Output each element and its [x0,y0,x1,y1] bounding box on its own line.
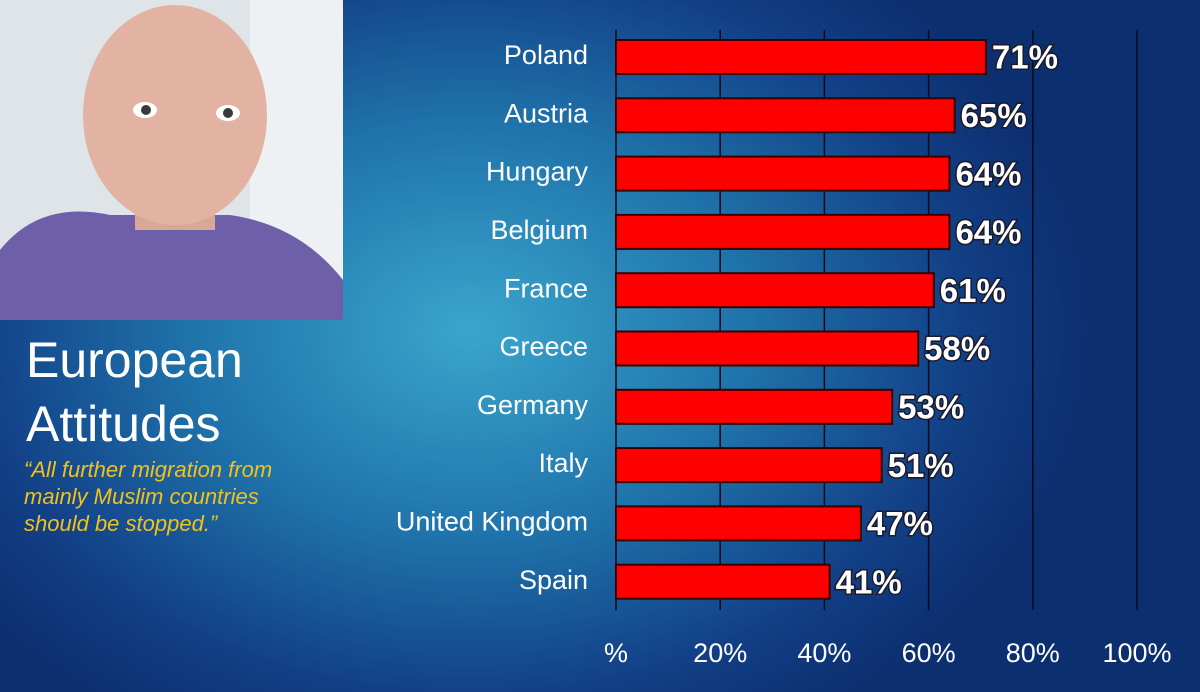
x-tick-label: % [604,638,628,668]
bar [615,447,883,484]
value-label: 51% [888,447,954,484]
bar [615,213,951,250]
value-label: 61% [940,272,1006,309]
bar [615,563,831,600]
category-label: Greece [499,332,588,362]
bar [615,388,894,425]
x-tick-label: 80% [1006,638,1060,668]
category-label: Italy [538,448,588,478]
x-tick-label: 20% [693,638,747,668]
value-label: 41% [836,563,902,600]
bar [615,272,935,309]
value-label: 53% [898,389,964,426]
category-label: Hungary [486,157,589,187]
bar [615,155,951,192]
value-label: 58% [924,330,990,367]
category-label: Germany [477,390,589,420]
value-label: 47% [867,505,933,542]
bar [615,97,956,134]
x-tick-label: 100% [1102,638,1171,668]
chart-title: European Attitudes [26,332,243,452]
bar [615,39,987,75]
value-label: 71% [992,39,1058,76]
bar [615,330,920,367]
category-label: Belgium [490,215,588,245]
bar [615,505,862,542]
x-tick-label: 60% [902,638,956,668]
value-label: 64% [955,214,1021,251]
value-label: 65% [961,97,1027,134]
x-tick-label: 40% [797,638,851,668]
category-label: Spain [519,565,588,595]
category-label: France [504,273,588,303]
value-label: 64% [955,155,1021,192]
chart-subtitle: “All further migration from mainly Musli… [24,457,273,536]
category-label: United Kingdom [396,507,588,537]
category-label: Austria [504,98,589,128]
category-label: Poland [504,40,588,70]
presenter-photo [0,0,343,320]
